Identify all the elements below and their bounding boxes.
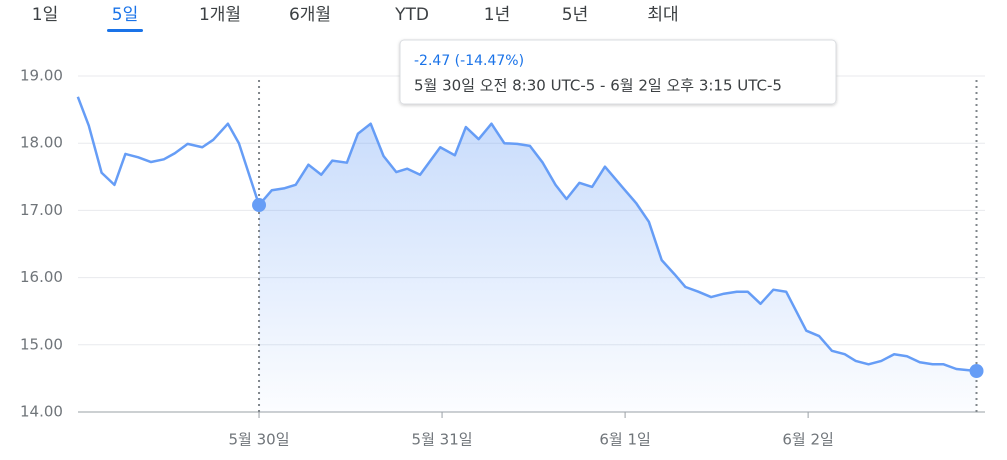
range-tab[interactable]: 6개월 <box>289 5 331 25</box>
tooltip: -2.47 (-14.47%) 5월 30일 오전 8:30 UTC-5 - 6… <box>399 39 837 105</box>
x-tick-label: 5월 31일 <box>412 431 473 449</box>
plot: 14.00 15.00 16.00 17.00 18.00 19.00 5월 30일 5월 3… <box>20 67 985 449</box>
y-tick-label: 16.00 <box>20 268 63 286</box>
y-tick-label: 18.00 <box>20 134 63 152</box>
selection-point <box>969 364 984 379</box>
selection-area <box>259 123 977 412</box>
y-tick-label: 14.00 <box>20 403 63 421</box>
range-tab[interactable]: 5년 <box>562 5 588 25</box>
range-tabs: 1일 5일 1개월 6개월 YTD 1년 5년 최대 <box>32 5 679 32</box>
x-tick-label: 6월 2일 <box>782 431 833 449</box>
tooltip-change: -2.47 (-14.47%) <box>414 53 524 69</box>
range-tab[interactable]: 1일 <box>32 5 58 25</box>
active-tab-underline <box>107 29 143 32</box>
range-tab[interactable]: 최대 <box>647 5 678 25</box>
x-tick-label: 6월 1일 <box>599 431 650 449</box>
range-tab[interactable]: 1년 <box>484 5 510 25</box>
x-tick-label: 5월 30일 <box>229 431 290 449</box>
range-tab[interactable]: 1개월 <box>199 5 241 25</box>
y-tick-label: 17.00 <box>20 201 63 219</box>
tooltip-box <box>399 39 837 105</box>
range-tab[interactable]: YTD <box>394 5 429 25</box>
selection-point <box>252 198 267 213</box>
range-tab[interactable]: 5일 <box>112 5 138 25</box>
y-tick-label: 19.00 <box>20 67 63 85</box>
y-tick-label: 15.00 <box>20 335 63 353</box>
tooltip-range: 5월 30일 오전 8:30 UTC-5 - 6월 2일 오후 3:15 UTC… <box>414 77 782 95</box>
price-line <box>76 96 977 373</box>
